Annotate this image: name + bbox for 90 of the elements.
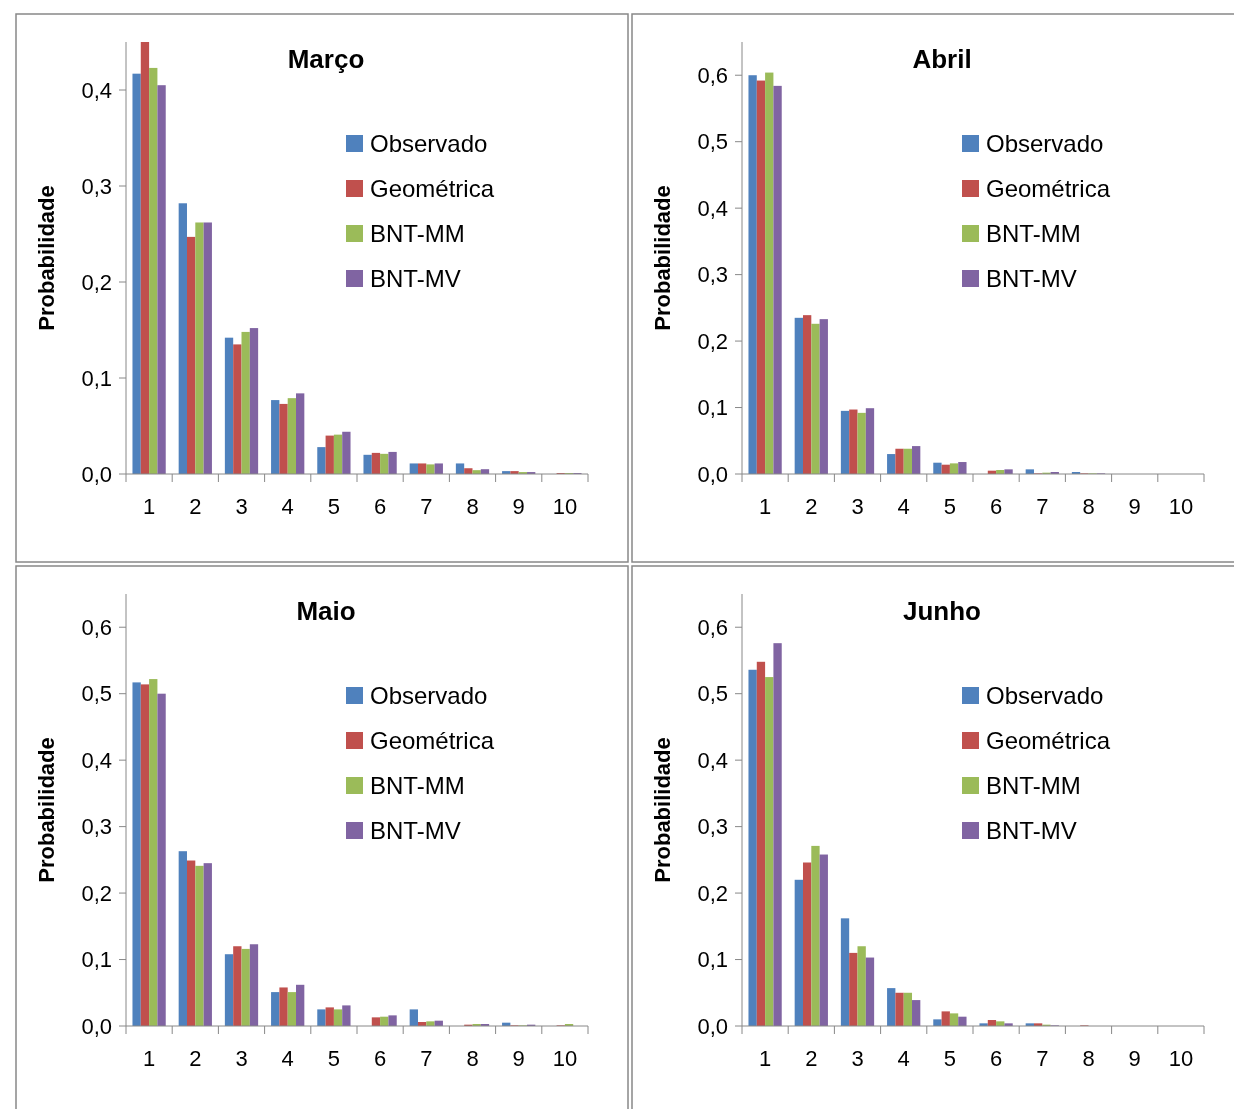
x-tick-label: 6 bbox=[373, 494, 387, 519]
y-tick-label: 0,4 bbox=[81, 77, 112, 103]
x-tick-label: 9 bbox=[512, 1046, 525, 1071]
y-axis-title: Probabilidade bbox=[650, 737, 675, 883]
y-tick-label: 0,2 bbox=[81, 269, 112, 295]
legend-label: BNT-MV bbox=[370, 265, 461, 293]
x-tick-label: 1 bbox=[142, 1046, 156, 1071]
chart-title: Abril bbox=[912, 44, 972, 74]
legend-label: Observado bbox=[370, 682, 488, 710]
y-tick-label: 0,4 bbox=[81, 747, 112, 773]
x-tick-label: 9 bbox=[512, 494, 525, 519]
y-tick-label: 0,2 bbox=[697, 880, 728, 906]
x-tick-label: 5 bbox=[943, 1046, 957, 1071]
x-tick-label: 8 bbox=[1082, 494, 1095, 519]
x-tick-label: 2 bbox=[189, 1046, 202, 1071]
x-tick-label: 5 bbox=[327, 1046, 341, 1071]
x-tick-label: 3 bbox=[851, 494, 864, 519]
x-tick-label: 8 bbox=[466, 1046, 479, 1071]
x-tick-label: 1 bbox=[142, 494, 156, 519]
x-tick-label: 8 bbox=[1082, 1046, 1095, 1071]
legend-label: Observado bbox=[986, 682, 1104, 710]
x-tick-label: 5 bbox=[943, 494, 957, 519]
x-tick-label: 4 bbox=[281, 1046, 294, 1071]
legend-label: Observado bbox=[370, 130, 488, 158]
x-tick-label: 7 bbox=[1036, 494, 1049, 519]
x-tick-label: 1 bbox=[758, 494, 772, 519]
x-tick-label: 4 bbox=[897, 494, 910, 519]
x-tick-label: 10 bbox=[1168, 494, 1194, 519]
y-tick-label: 0,3 bbox=[81, 814, 112, 840]
y-tick-label: 0,5 bbox=[81, 681, 112, 707]
x-tick-label: 3 bbox=[235, 1046, 248, 1071]
chart-title: Junho bbox=[903, 596, 981, 626]
y-tick-label: 0,5 bbox=[697, 681, 728, 707]
y-tick-label: 0,3 bbox=[697, 262, 728, 288]
x-tick-label: 9 bbox=[1128, 494, 1141, 519]
legend-label: BNT-MM bbox=[986, 220, 1081, 248]
x-tick-label: 10 bbox=[1168, 1046, 1194, 1071]
x-tick-label: 7 bbox=[420, 1046, 433, 1071]
x-tick-label: 5 bbox=[327, 494, 341, 519]
y-tick-label: 0,0 bbox=[697, 1013, 728, 1039]
x-tick-label: 2 bbox=[189, 494, 202, 519]
x-tick-label: 3 bbox=[851, 1046, 864, 1071]
x-tick-label: 6 bbox=[989, 494, 1003, 519]
x-tick-label: 4 bbox=[281, 494, 294, 519]
x-tick-label: 2 bbox=[805, 1046, 818, 1071]
legend-label: BNT-MM bbox=[986, 772, 1081, 800]
legend-label: BNT-MM bbox=[370, 220, 465, 248]
x-tick-label: 9 bbox=[1128, 1046, 1141, 1071]
y-tick-label: 0,2 bbox=[697, 328, 728, 354]
y-tick-label: 0,1 bbox=[697, 947, 728, 973]
y-tick-label: 0,4 bbox=[697, 195, 728, 221]
y-tick-label: 0,6 bbox=[81, 614, 112, 640]
chart-title: Maio bbox=[296, 596, 356, 626]
y-tick-label: 0,5 bbox=[697, 129, 728, 155]
y-tick-label: 0,6 bbox=[697, 62, 728, 88]
x-tick-label: 6 bbox=[989, 1046, 1003, 1071]
x-tick-label: 3 bbox=[235, 494, 248, 519]
legend-label: BNT-MM bbox=[370, 772, 465, 800]
legend-label: BNT-MV bbox=[986, 817, 1077, 845]
x-tick-label: 2 bbox=[805, 494, 818, 519]
x-tick-label: 10 bbox=[552, 494, 578, 519]
legend-label: Geométrica bbox=[986, 727, 1111, 755]
x-tick-label: 6 bbox=[373, 1046, 387, 1071]
x-tick-label: 4 bbox=[897, 1046, 910, 1071]
legend-label: BNT-MV bbox=[986, 265, 1077, 293]
y-axis-title: Probabilidade bbox=[34, 737, 59, 883]
x-tick-label: 1 bbox=[758, 1046, 772, 1071]
y-tick-label: 0,0 bbox=[81, 1013, 112, 1039]
y-axis-title: Probabilidade bbox=[650, 185, 675, 331]
y-axis-title: Probabilidade bbox=[34, 185, 59, 331]
legend-label: Observado bbox=[986, 130, 1104, 158]
legend-label: Geométrica bbox=[370, 175, 495, 203]
y-tick-label: 0,1 bbox=[81, 947, 112, 973]
chart-title: Março bbox=[287, 44, 365, 74]
x-tick-label: 7 bbox=[420, 494, 433, 519]
y-tick-label: 0,0 bbox=[697, 461, 728, 487]
y-tick-label: 0,2 bbox=[81, 880, 112, 906]
y-tick-label: 0,1 bbox=[697, 395, 728, 421]
y-tick-label: 0,4 bbox=[697, 747, 728, 773]
legend-label: Geométrica bbox=[370, 727, 495, 755]
legend-label: Geométrica bbox=[986, 175, 1111, 203]
x-tick-label: 10 bbox=[552, 1046, 578, 1071]
x-tick-label: 7 bbox=[1036, 1046, 1049, 1071]
y-tick-label: 0,1 bbox=[81, 365, 112, 391]
y-tick-label: 0,3 bbox=[81, 173, 112, 199]
x-tick-label: 8 bbox=[466, 494, 479, 519]
y-tick-label: 0,0 bbox=[81, 461, 112, 487]
y-tick-label: 0,3 bbox=[697, 814, 728, 840]
y-tick-label: 0,6 bbox=[697, 614, 728, 640]
legend-label: BNT-MV bbox=[370, 817, 461, 845]
